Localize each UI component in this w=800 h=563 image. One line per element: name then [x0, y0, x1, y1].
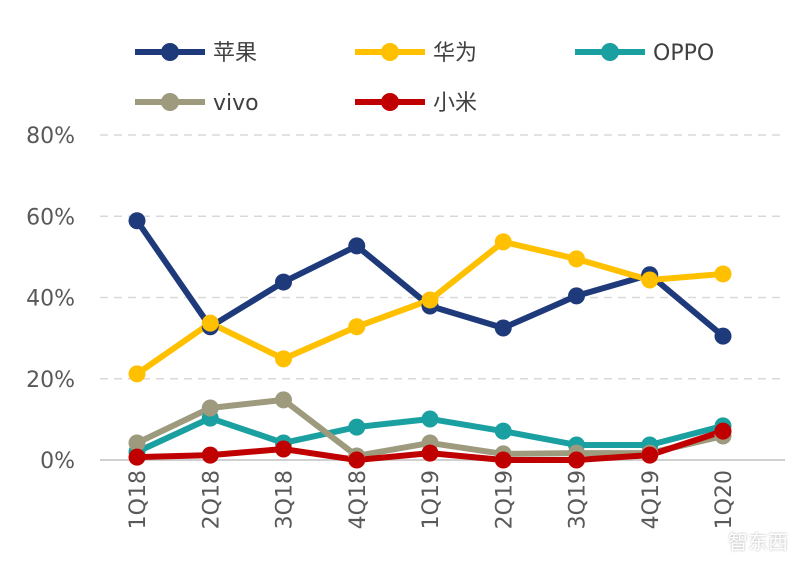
y-tick-label: 60%: [26, 205, 75, 230]
data-point: [128, 448, 146, 466]
data-point: [348, 451, 366, 469]
x-tick-label: 3Q19: [566, 470, 591, 529]
data-point: [275, 273, 292, 291]
data-point: [641, 271, 659, 289]
data-point: [494, 422, 512, 440]
data-point: [714, 265, 732, 283]
data-point: [201, 314, 219, 332]
data-point: [568, 451, 585, 469]
data-point: [275, 350, 292, 368]
data-point: [128, 365, 146, 383]
data-point: [641, 446, 659, 464]
x-tick-label: 3Q18: [273, 470, 298, 529]
data-point: [421, 410, 439, 428]
x-tick-label: 4Q19: [639, 470, 664, 529]
data-point: [421, 291, 439, 309]
legend-label: 小米: [433, 91, 477, 116]
data-point: [421, 444, 439, 462]
y-tick-label: 20%: [26, 368, 75, 393]
legend-label: vivo: [213, 91, 259, 116]
data-point: [348, 237, 366, 255]
data-point: [494, 451, 512, 469]
legend-label: OPPO: [653, 41, 714, 66]
x-tick-label: 4Q18: [346, 470, 371, 529]
data-point: [348, 318, 366, 336]
x-tick-label: 1Q20: [712, 470, 737, 529]
legend-label: 华为: [433, 41, 477, 66]
x-tick-label: 1Q18: [126, 470, 151, 529]
data-point: [714, 327, 732, 345]
y-tick-label: 40%: [26, 287, 75, 312]
x-tick-label: 2Q19: [492, 470, 517, 529]
legend-marker: [381, 93, 399, 111]
legend-label: 苹果: [213, 41, 257, 66]
data-point: [494, 319, 512, 337]
y-tick-label: 80%: [26, 124, 75, 149]
data-point: [348, 418, 366, 436]
legend-marker: [381, 43, 399, 61]
data-point: [275, 440, 292, 458]
data-point: [201, 399, 219, 417]
legend-marker: [601, 43, 619, 61]
y-tick-label: 0%: [40, 449, 75, 474]
data-point: [714, 422, 732, 440]
data-point: [494, 233, 512, 251]
data-point: [128, 212, 146, 230]
data-point: [275, 391, 292, 409]
data-point: [128, 434, 146, 452]
legend-marker: [161, 93, 179, 111]
x-tick-label: 2Q18: [199, 470, 224, 529]
x-tick-label: 1Q19: [419, 470, 444, 529]
data-point: [568, 250, 585, 268]
data-point: [568, 287, 585, 305]
legend-marker: [161, 43, 179, 61]
watermark-logo: 智东西: [728, 530, 788, 554]
data-point: [201, 446, 219, 464]
